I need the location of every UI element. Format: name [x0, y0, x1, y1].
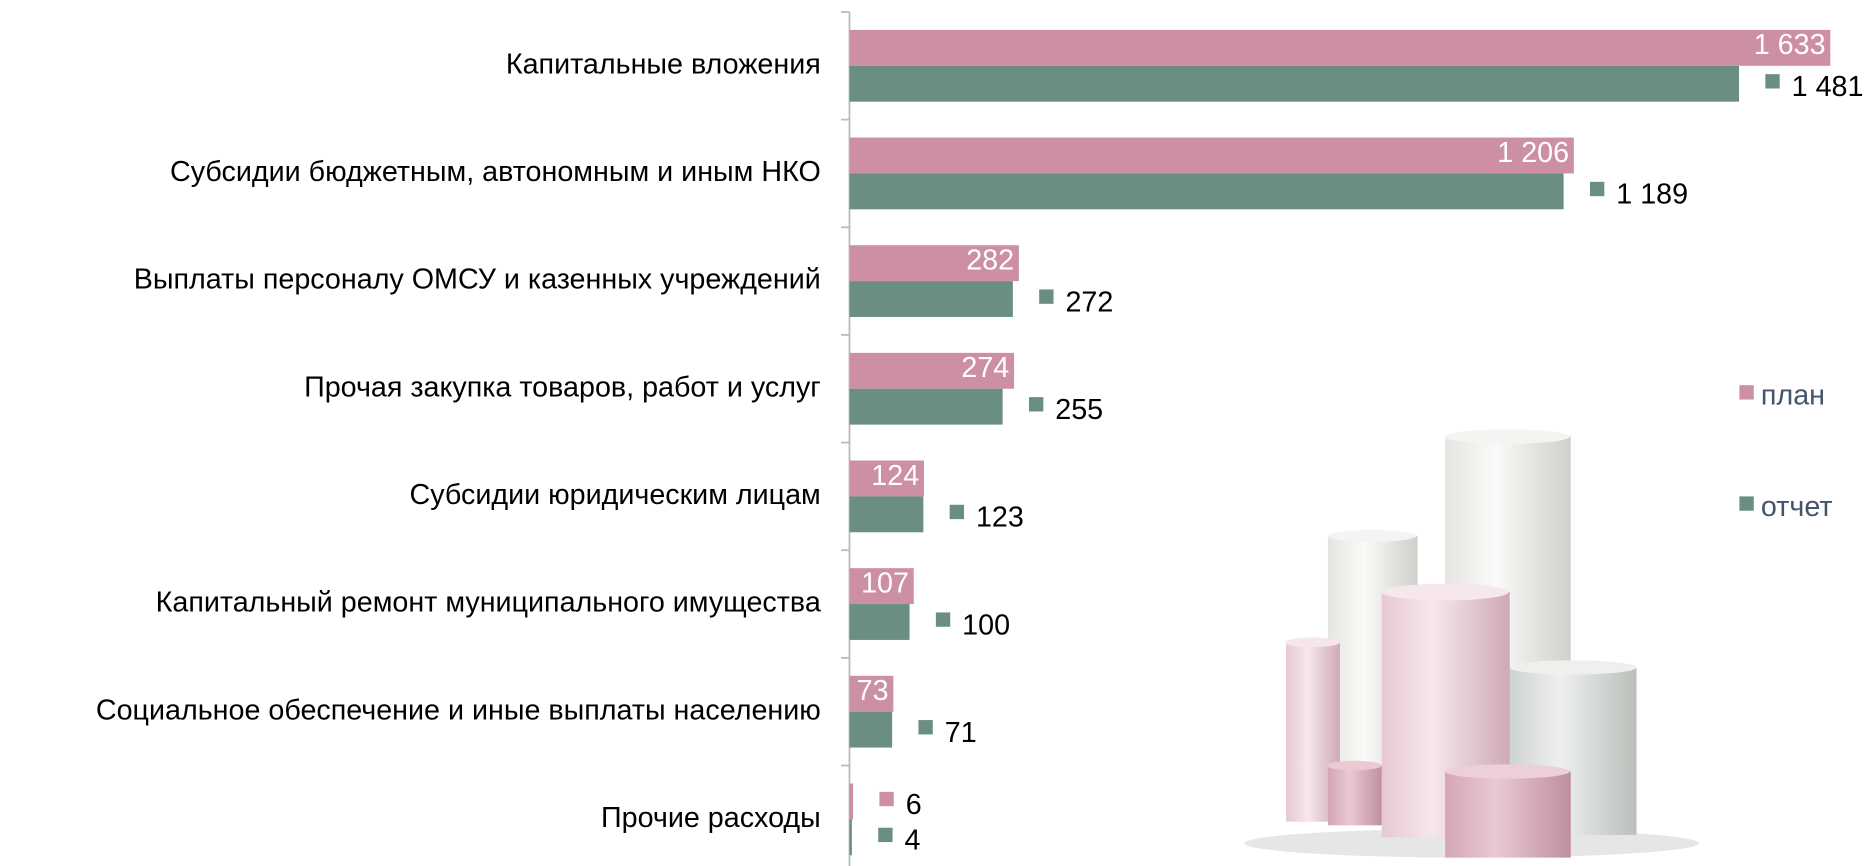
category-label: Социальное обеспечение и иные выплаты на…	[96, 694, 821, 726]
value-label: 6	[906, 789, 922, 821]
label-marker	[949, 504, 965, 520]
value-label: 100	[962, 609, 1010, 641]
value-label: 4	[905, 825, 921, 857]
bar	[849, 137, 1574, 174]
bar	[849, 281, 1013, 317]
label-marker	[1589, 181, 1605, 197]
label-marker	[878, 827, 893, 843]
value-label: 1 481	[1792, 71, 1864, 103]
label-marker	[1039, 289, 1054, 304]
value-label: 255	[1055, 394, 1103, 426]
label-marker	[918, 720, 933, 735]
category-label: Субсидии бюджетным, автономным и иным НК…	[170, 156, 821, 188]
category-label: Прочие расходы	[601, 802, 821, 834]
value-label: 282	[966, 245, 1014, 277]
legend-marker	[1739, 385, 1754, 400]
bar	[849, 496, 924, 533]
category-label: Капитальные вложения	[506, 48, 821, 80]
category-label: Капитальный ремонт муниципального имущес…	[156, 587, 821, 619]
value-label: 1 206	[1497, 137, 1569, 169]
category-label: Субсидии юридическим лицам	[410, 479, 821, 511]
decoration	[1244, 429, 1699, 858]
bar	[849, 173, 1564, 210]
value-label: 123	[976, 502, 1024, 534]
label-marker	[879, 791, 894, 807]
bar	[849, 65, 1740, 102]
legend-label: план	[1761, 380, 1825, 412]
value-label: 274	[961, 352, 1009, 384]
value-label: 1 189	[1616, 179, 1688, 211]
bar	[849, 568, 914, 605]
bar	[849, 460, 924, 497]
bar	[849, 783, 854, 820]
category-label: Выплаты персоналу ОМСУ и казенных учрежд…	[134, 264, 821, 296]
bar	[849, 352, 1015, 389]
bar	[849, 711, 893, 748]
bar	[849, 29, 1831, 66]
legend-marker	[1739, 496, 1754, 511]
value-label: 272	[1065, 286, 1113, 318]
value-label: 73	[857, 675, 889, 707]
label-marker	[1028, 397, 1044, 412]
value-label: 107	[861, 567, 909, 599]
bar	[849, 604, 910, 640]
value-label: 1 633	[1754, 29, 1826, 61]
bar	[849, 388, 1003, 425]
value-label: 71	[945, 717, 977, 749]
label-marker	[935, 612, 951, 627]
value-label: 124	[871, 460, 919, 492]
legend-label: отчет	[1761, 491, 1833, 523]
label-marker	[1765, 74, 1780, 89]
bar	[849, 675, 894, 712]
bar	[849, 819, 852, 856]
category-label: Прочая закупка товаров, работ и услуг	[304, 371, 821, 403]
bar	[849, 245, 1019, 282]
